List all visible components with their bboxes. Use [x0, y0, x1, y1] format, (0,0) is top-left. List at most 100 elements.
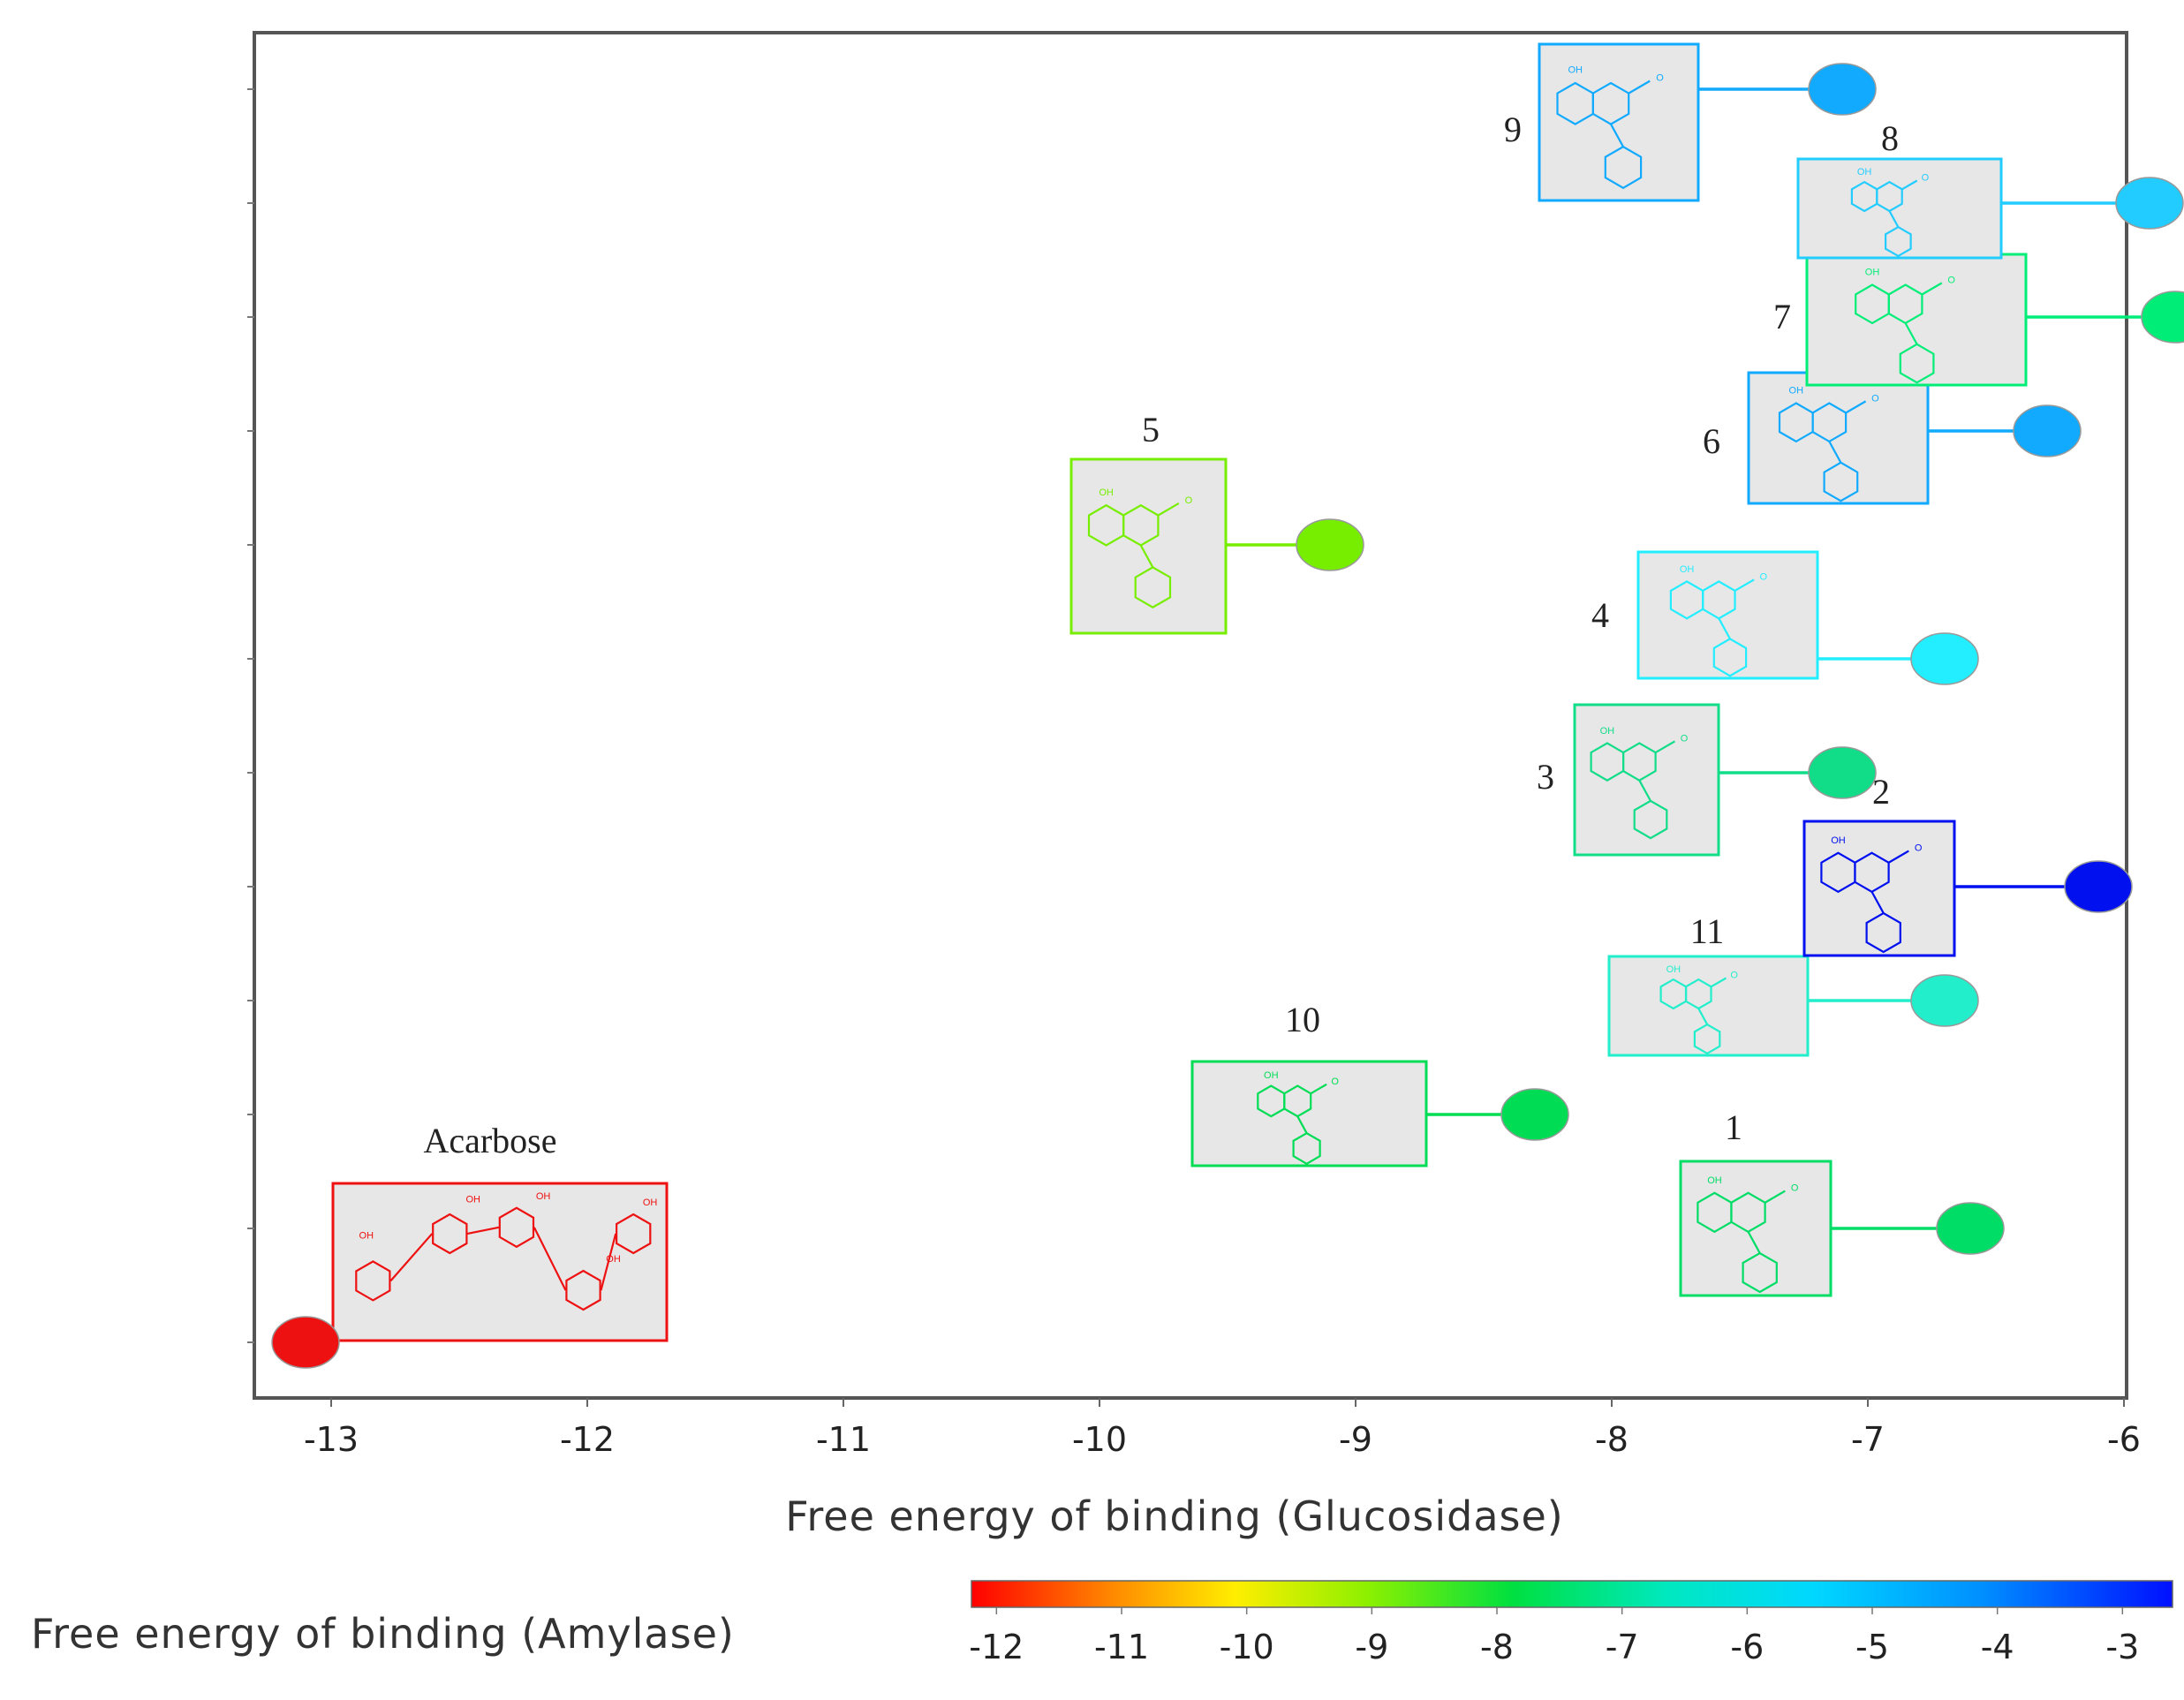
svg-text:OH: OH — [1568, 64, 1583, 75]
x-axis-ticks: -13 -12 -11 -10 -9 -8 -7 -6 — [304, 1398, 2141, 1459]
compound-labels: Acarbose 1 10 11 2 3 4 5 6 7 8 9 — [423, 110, 1899, 1160]
marker-1 — [1936, 1202, 2005, 1255]
structure-compound-9: OH O — [1538, 42, 1700, 202]
svg-text:OH: OH — [1831, 835, 1846, 846]
structure-box — [1805, 253, 2028, 387]
structure-box — [1747, 371, 1930, 505]
y-axis-ticks — [247, 88, 254, 1343]
compound-label: 9 — [1504, 110, 1522, 149]
colorbar-tick-label: -8 — [1480, 1628, 1514, 1666]
data-markers — [271, 63, 2184, 1369]
svg-text:OH: OH — [606, 1254, 621, 1265]
svg-text:OH: OH — [536, 1191, 551, 1202]
structure-acarbose: OH OH OH OH OH — [331, 1182, 669, 1342]
marker-6 — [2013, 404, 2082, 457]
x-tick-label: -8 — [1595, 1420, 1629, 1459]
svg-text:O: O — [1915, 843, 1923, 854]
marker-5 — [1296, 518, 1364, 571]
colorbar-tick-label: -7 — [1606, 1628, 1639, 1666]
x-tick-label: -7 — [1851, 1420, 1885, 1459]
structure-box — [1069, 457, 1228, 635]
svg-text:OH: OH — [1600, 726, 1615, 737]
svg-text:O: O — [1331, 1077, 1339, 1087]
svg-text:O: O — [1730, 970, 1738, 980]
colorbar-tick-label: -9 — [1355, 1628, 1388, 1666]
marker-2 — [2064, 860, 2133, 913]
svg-text:O: O — [1681, 733, 1689, 744]
structure-compound-3: OH O — [1573, 703, 1720, 857]
marker-4 — [1910, 632, 1979, 685]
structure-box — [1636, 550, 1819, 680]
x-tick-label: -9 — [1339, 1420, 1372, 1459]
svg-text:OH: OH — [1857, 167, 1872, 178]
svg-text:OH: OH — [1666, 964, 1681, 975]
structure-compound-2: OH O — [1802, 820, 1956, 957]
marker-acarbose — [271, 1316, 340, 1369]
colorbar-tick-label: -3 — [2105, 1628, 2139, 1666]
x-tick-label: -13 — [304, 1420, 359, 1459]
compound-label: 8 — [1881, 118, 1899, 158]
compound-label: 11 — [1690, 911, 1725, 951]
structure-box — [1190, 1060, 1428, 1167]
x-tick-label: -11 — [816, 1420, 871, 1459]
colorbar — [971, 1580, 2173, 1608]
compound-label: 4 — [1591, 595, 1609, 635]
svg-text:OH: OH — [1099, 487, 1114, 498]
compound-label: 10 — [1285, 1000, 1320, 1039]
svg-text:OH: OH — [466, 1194, 481, 1205]
marker-7 — [2141, 291, 2184, 344]
structure-compound-4: OH O — [1636, 550, 1819, 680]
colorbar-tick-label: -5 — [1855, 1628, 1889, 1666]
structure-box — [331, 1182, 669, 1342]
colorbar-title: Free energy of binding (Amylase) — [31, 1610, 735, 1658]
x-tick-label: -10 — [1072, 1420, 1127, 1459]
svg-text:O: O — [1185, 495, 1193, 506]
compound-label: Acarbose — [423, 1121, 556, 1160]
structure-box — [1573, 703, 1720, 857]
compound-label: 5 — [1142, 410, 1160, 450]
x-tick-label: -12 — [560, 1420, 615, 1459]
colorbar-tick-label: -10 — [1220, 1628, 1274, 1666]
colorbar-tick-label: -6 — [1730, 1628, 1764, 1666]
svg-text:OH: OH — [1865, 268, 1880, 278]
compound-label: 7 — [1773, 297, 1791, 336]
compound-label: 3 — [1537, 757, 1554, 797]
structure-box — [1538, 42, 1700, 202]
structure-compound-11: OH O — [1607, 955, 1810, 1057]
svg-text:OH: OH — [1680, 564, 1695, 575]
marker-11 — [1910, 974, 1979, 1027]
svg-text:O: O — [1947, 275, 1955, 285]
svg-text:OH: OH — [1789, 386, 1804, 397]
colorbar-tick-label: -11 — [1094, 1628, 1149, 1666]
colorbar-tick-label: -4 — [1981, 1628, 2014, 1666]
svg-text:O: O — [1871, 393, 1879, 404]
compound-label: 2 — [1872, 772, 1890, 812]
marker-10 — [1500, 1088, 1569, 1141]
svg-text:O: O — [1656, 73, 1664, 84]
marker-8 — [2115, 177, 2184, 230]
svg-text:O: O — [1791, 1183, 1799, 1194]
marker-3 — [1808, 746, 1877, 799]
svg-text:O: O — [1922, 172, 1930, 183]
svg-text:OH: OH — [359, 1230, 374, 1241]
colorbar-ticks: -12 -11 -10 -9 -8 -7 -6 -5 -4 -3 — [969, 1607, 2139, 1666]
structure-box — [1796, 157, 2003, 260]
structure-compound-10: OH O — [1190, 1060, 1428, 1167]
structure-compound-6: OH O — [1747, 371, 1930, 505]
x-axis-title: Free energy of binding (Glucosidase) — [785, 1492, 1564, 1540]
compound-label: 6 — [1703, 421, 1720, 461]
colorbar-tick-label: -12 — [969, 1628, 1024, 1666]
structure-compound-1: OH O — [1679, 1160, 1833, 1297]
svg-text:OH: OH — [643, 1198, 658, 1208]
structure-box — [1607, 955, 1810, 1057]
structure-compound-7: OH O — [1805, 253, 2028, 387]
svg-text:OH: OH — [1264, 1070, 1279, 1081]
compound-label: 1 — [1725, 1107, 1742, 1147]
marker-9 — [1808, 63, 1877, 116]
structure-compound-5: OH O — [1069, 457, 1228, 635]
svg-text:O: O — [1759, 571, 1767, 582]
svg-text:OH: OH — [1707, 1175, 1722, 1186]
structure-compound-8: OH O — [1796, 157, 2003, 260]
